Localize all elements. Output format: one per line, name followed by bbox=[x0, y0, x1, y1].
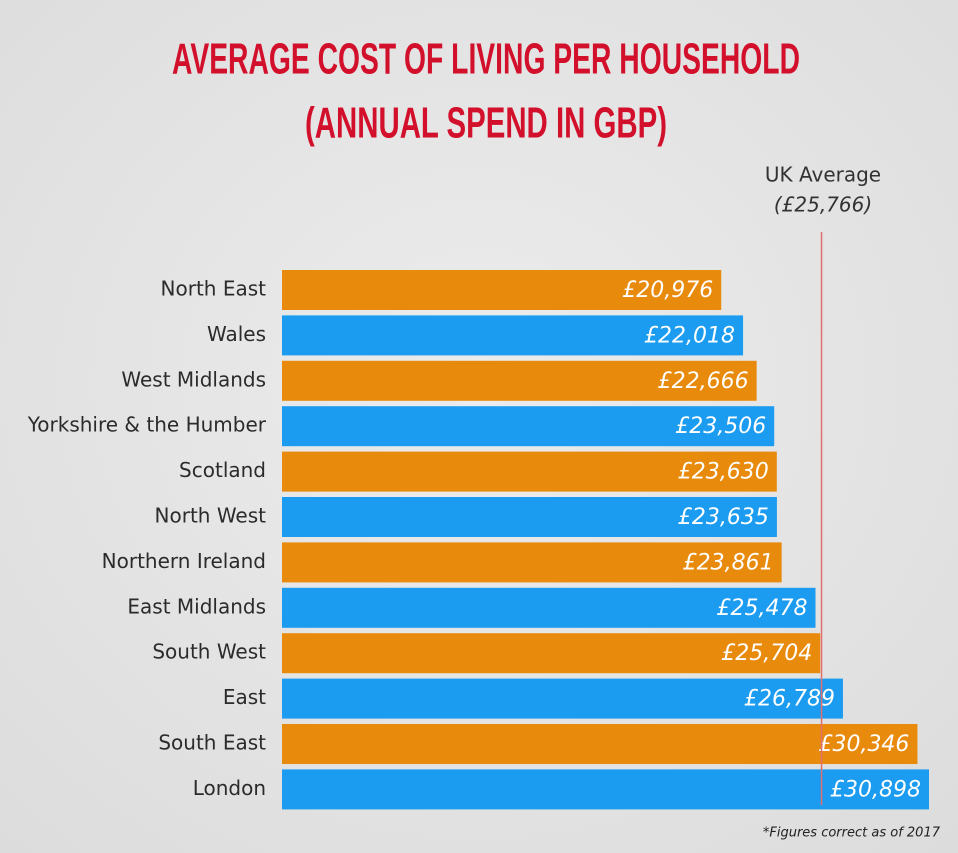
value-label: £26,789 bbox=[744, 687, 835, 712]
bar bbox=[282, 360, 757, 401]
value-label: £23,630 bbox=[678, 460, 769, 485]
y-tick-label: North West bbox=[155, 504, 267, 528]
value-label: £25,704 bbox=[721, 641, 812, 666]
y-tick-label: Yorkshire & the Humber bbox=[27, 413, 267, 437]
value-label: £22,666 bbox=[658, 369, 749, 394]
bar bbox=[282, 633, 821, 674]
value-label: £20,976 bbox=[622, 278, 713, 303]
value-label: £22,018 bbox=[644, 323, 735, 348]
footnote: *Figures correct as of 2017 bbox=[763, 826, 941, 841]
y-tick-label: West Midlands bbox=[121, 367, 266, 391]
value-label: £23,635 bbox=[678, 505, 769, 530]
bar bbox=[282, 451, 777, 492]
bar bbox=[282, 497, 777, 537]
bar bbox=[282, 587, 816, 628]
bar bbox=[282, 270, 722, 310]
bar bbox=[282, 542, 782, 583]
y-tick-label: London bbox=[193, 776, 266, 800]
chart-subtitle: (ANNUAL SPEND IN GBP) bbox=[305, 99, 667, 148]
y-tick-label: East Midlands bbox=[127, 594, 266, 618]
bar bbox=[282, 406, 775, 447]
y-tick-label: Wales bbox=[207, 322, 266, 346]
y-tick-label: Northern Ireland bbox=[102, 549, 266, 573]
value-label: £25,478 bbox=[717, 596, 808, 621]
value-label: £30,898 bbox=[830, 777, 921, 802]
value-label: £23,861 bbox=[683, 550, 774, 575]
reference-label: UK Average bbox=[765, 163, 881, 187]
chart-title: AVERAGE COST OF LIVING PER HOUSEHOLD bbox=[172, 35, 800, 84]
bar bbox=[282, 724, 918, 764]
y-tick-label: South West bbox=[152, 640, 266, 664]
value-label: £30,346 bbox=[818, 732, 909, 757]
value-label: £23,506 bbox=[675, 414, 766, 439]
reference-value-label: (£25,766) bbox=[774, 193, 872, 217]
y-tick-label: North East bbox=[161, 277, 267, 301]
bar bbox=[282, 315, 744, 356]
bar bbox=[282, 678, 843, 719]
y-tick-label: South East bbox=[158, 731, 266, 755]
y-tick-label: Scotland bbox=[179, 458, 266, 482]
y-tick-label: East bbox=[223, 685, 266, 709]
